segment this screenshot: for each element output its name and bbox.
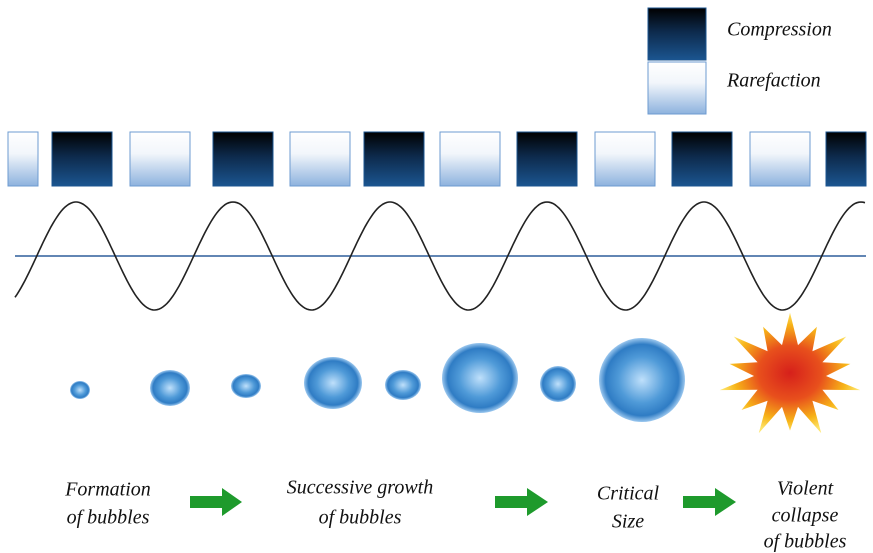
collapse-burst [720,313,860,434]
stage-label: of bubbles [319,507,402,529]
bubble [385,370,421,400]
compression-block [672,132,732,186]
stage-label: Size [612,511,644,533]
bubble [442,343,518,413]
bubble [70,381,90,399]
bubble [304,357,362,409]
compression-block [213,132,273,186]
compression-block [517,132,577,186]
arrow [683,488,736,516]
rarefaction-block [130,132,190,186]
stage-label: collapse [772,505,839,527]
stage-label: Successive growth [287,477,433,499]
stage-label: of bubbles [67,507,150,529]
compression-block [826,132,866,186]
bubble [150,370,190,406]
rarefaction-block [290,132,350,186]
compression-swatch [648,8,706,60]
rarefaction-swatch [648,62,706,114]
rarefaction-block [750,132,810,186]
bubble [599,338,685,422]
compression-block [52,132,112,186]
pressure-row [8,132,866,186]
rarefaction-block [595,132,655,186]
stage-label: Critical [597,483,660,505]
legend-label: Rarefaction [726,70,821,92]
arrow [495,488,548,516]
bubble [231,374,261,398]
arrow [190,488,242,516]
stage-label: Formation [64,479,151,501]
rarefaction-block [440,132,500,186]
stage-label: Violent [777,478,834,500]
legend-label: Compression [727,19,832,41]
diagram: Compression Rarefaction Formation of bub… [0,0,873,553]
compression-block [364,132,424,186]
rarefaction-block [8,132,38,186]
bubble [540,366,576,402]
stage-label: of bubbles [764,531,847,553]
bubbles [70,338,685,422]
